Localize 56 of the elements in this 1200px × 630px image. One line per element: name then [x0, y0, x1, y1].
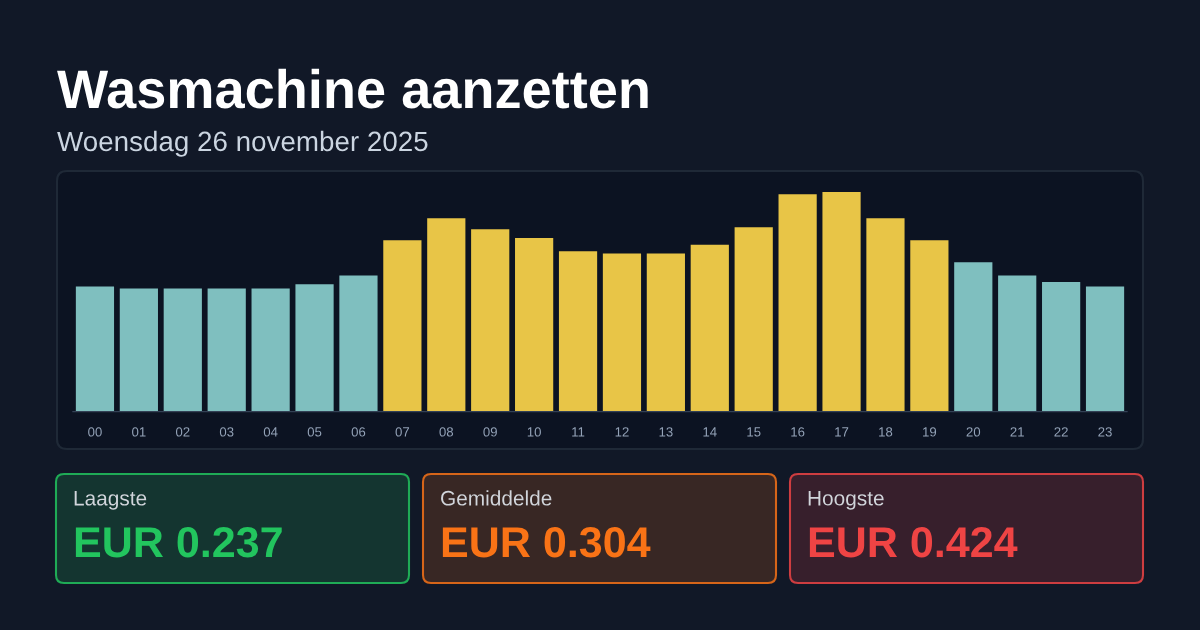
x-tick-label: 13	[659, 427, 673, 437]
bar	[251, 288, 290, 412]
x-tick-label: 08	[439, 427, 454, 437]
bar	[1042, 282, 1081, 412]
x-tick-label: 14	[703, 427, 717, 437]
text: Laagste	[74, 491, 147, 510]
bar	[778, 194, 817, 412]
x-tick-label: 20	[966, 427, 981, 437]
bar	[1085, 286, 1125, 412]
x-tick-label: 12	[615, 427, 629, 437]
bar	[602, 253, 642, 412]
x-tick-label: 02	[175, 427, 190, 437]
bar	[646, 253, 685, 412]
bar	[339, 275, 378, 412]
bar	[515, 238, 554, 412]
bar	[207, 288, 246, 412]
x-tick-label: 22	[1054, 427, 1068, 437]
x-tick-label: 06	[351, 427, 366, 437]
text: EUR 0.424	[809, 526, 1018, 558]
chart-subtitle: Woensdag 26 november 2025	[57, 130, 428, 157]
x-tick-label: 03	[219, 427, 234, 437]
bar	[295, 284, 334, 412]
bar	[998, 275, 1037, 412]
x-tick-label: 16	[791, 427, 805, 437]
bar	[471, 229, 510, 412]
chart-title: Wasmachine aanzetten	[57, 68, 648, 109]
bar	[734, 227, 773, 412]
x-tick-label: 23	[1098, 427, 1112, 437]
x-tick-label: 17	[835, 427, 849, 437]
x-tick-label: 00	[88, 427, 102, 437]
x-tick-label: 04	[263, 427, 278, 437]
x-tick-label: 05	[307, 427, 322, 437]
bar	[866, 218, 905, 412]
text: Hoogste	[808, 491, 884, 510]
bar	[119, 288, 158, 412]
bar	[427, 218, 466, 412]
bar	[954, 262, 993, 412]
text: EUR 0.237	[75, 526, 282, 558]
x-tick-label: 09	[483, 427, 497, 437]
x-tick-label: 01	[132, 427, 146, 437]
text: EUR 0.304	[442, 526, 651, 558]
x-tick-label: 19	[923, 427, 937, 437]
bar	[910, 240, 949, 412]
x-tick-label: 11	[572, 427, 585, 437]
x-tick-label: 18	[879, 427, 893, 437]
bar	[822, 192, 861, 412]
bar	[558, 251, 598, 412]
x-tick-label: 15	[747, 427, 761, 437]
bar	[383, 240, 422, 412]
x-tick-label: 10	[527, 427, 541, 437]
text: Gemiddelde	[441, 490, 552, 506]
bar	[75, 286, 115, 412]
bar	[163, 288, 202, 412]
x-tick-label: 21	[1010, 427, 1024, 437]
x-tick-label: 07	[395, 427, 410, 437]
bar	[690, 244, 729, 412]
